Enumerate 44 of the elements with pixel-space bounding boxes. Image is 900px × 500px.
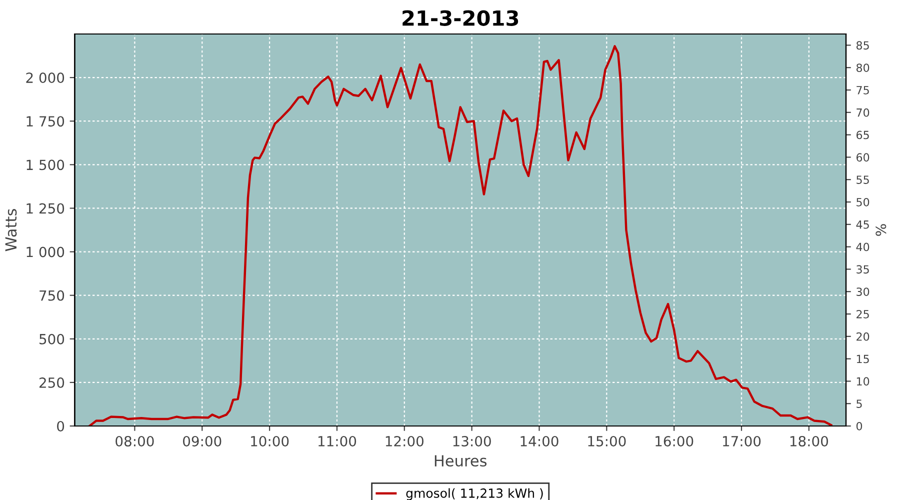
legend-label: gmosol( 11,213 kWh ) <box>406 488 543 500</box>
line-series <box>88 45 832 426</box>
x-tick-label: 15:00 <box>588 436 626 446</box>
x-tick-label: 14:00 <box>520 436 558 446</box>
x-tick-label: 12:00 <box>386 436 424 446</box>
y2-tick-label: 70 <box>856 108 870 117</box>
x-tick-label: 13:00 <box>453 436 491 446</box>
y2-tick-label: 55 <box>856 176 869 184</box>
y-tick-label: 1 750 <box>26 116 64 127</box>
x-tick-label: 09:00 <box>183 436 222 446</box>
y-tick-label: 750 <box>40 290 64 301</box>
y2-tick-label: 75 <box>856 86 869 94</box>
y2-tick-label: 10 <box>856 377 870 386</box>
x-tick-label: 10:00 <box>251 436 289 446</box>
y2-tick-label: 65 <box>856 130 869 140</box>
y2-tick-label: 30 <box>856 288 870 296</box>
x-tick-label: 16:00 <box>656 436 694 446</box>
y-axis-title: Watts <box>5 209 17 252</box>
y2-tick-label: 5 <box>856 400 862 408</box>
y2-tick-label: 60 <box>856 153 870 162</box>
y-tick-label: 2 000 <box>26 72 64 84</box>
y2-tick-label: 80 <box>856 64 870 72</box>
x-tick-label: 08:00 <box>116 436 154 446</box>
y2-tick-label: 0 <box>856 422 862 430</box>
y-tick-label: 250 <box>39 377 64 388</box>
y2-tick-label: 35 <box>856 265 869 274</box>
y2-tick-label: 20 <box>856 332 870 341</box>
y2-tick-label: 25 <box>856 310 869 318</box>
x-axis-title: Heures <box>434 455 487 467</box>
y-tick-label: 500 <box>40 334 64 344</box>
x-tick-label: 11:00 <box>318 436 356 446</box>
x-tick-label: 18:00 <box>790 436 828 446</box>
y2-tick-label: 50 <box>856 198 870 206</box>
y-tick-label: 0 <box>57 420 64 432</box>
x-tick-label: 17:00 <box>723 436 761 446</box>
y-tick-label: 1 000 <box>26 246 64 258</box>
y2-tick-label: 15 <box>856 354 869 364</box>
chart-title: 21-3-2013 <box>402 10 518 26</box>
y-tick-label: 1 250 <box>26 203 64 214</box>
y-tick-label: 1 500 <box>26 160 64 170</box>
y2-tick-label: 40 <box>856 242 870 252</box>
y2-tick-label: 85 <box>856 41 869 50</box>
y2-tick-label: 45 <box>856 220 869 229</box>
y2-axis-title: % <box>876 224 886 236</box>
